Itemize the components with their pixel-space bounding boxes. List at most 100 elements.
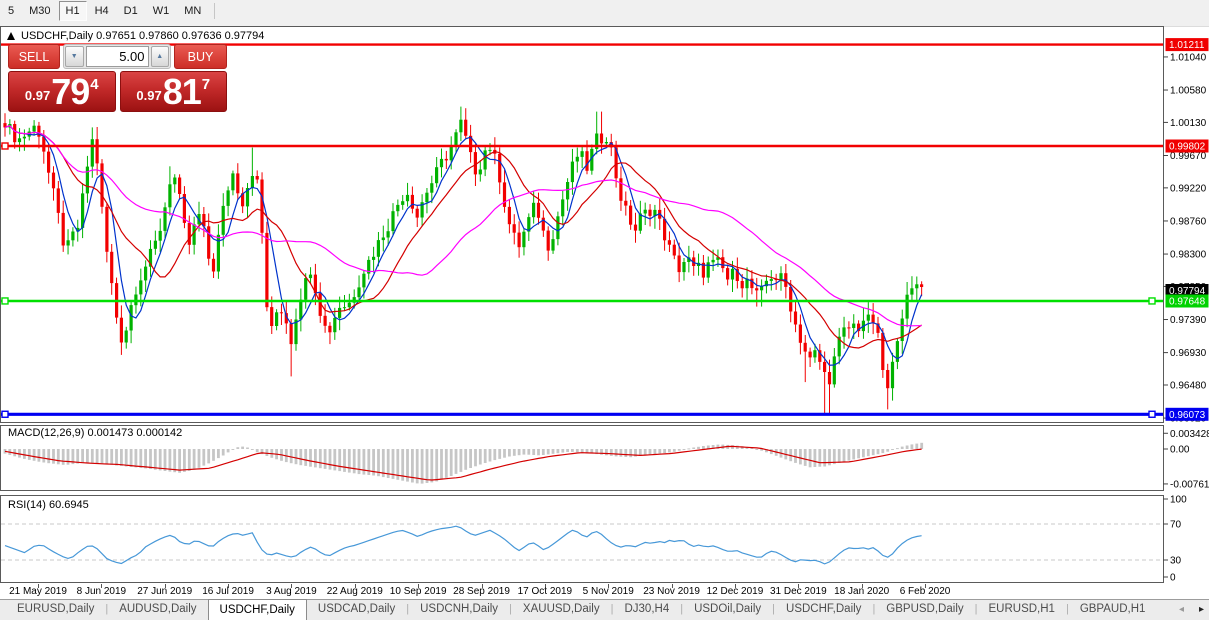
pane-border — [0, 425, 1164, 491]
timeframe-button-w1[interactable]: W1 — [146, 1, 177, 21]
rsi-line — [4, 525, 922, 565]
chart-tab-usdoil-daily[interactable]: USDOil,Daily — [694, 603, 762, 615]
pane-border — [0, 495, 1164, 583]
date-axis-label: 31 Dec 2019 — [769, 586, 827, 597]
timeframe-button-d1[interactable]: D1 — [117, 1, 145, 21]
timeframe-button-m30[interactable]: M30 — [22, 1, 57, 21]
volume-decrease-button[interactable]: ▼ — [65, 46, 84, 67]
chart-canvas[interactable]: MACD(12,26,9) 0.001473 0.000142 RSI(14) 6… — [0, 26, 1209, 583]
volume-increase-button[interactable]: ▲ — [150, 46, 169, 67]
price-badge-label: 0.97648 — [1169, 297, 1206, 308]
timeframe-button-5[interactable]: 5 — [1, 1, 21, 21]
timeframe-button-mn[interactable]: MN — [177, 1, 208, 21]
date-tick — [544, 584, 546, 588]
tab-separator: | — [872, 603, 876, 615]
date-axis-label: 23 Nov 2019 — [643, 586, 700, 597]
date-tick — [798, 584, 800, 588]
price-axis-label: 0.99220 — [1170, 183, 1207, 194]
pane-border — [0, 26, 1164, 423]
tab-separator: | — [772, 603, 776, 615]
macd-axis-label: -0.007615 — [1170, 479, 1209, 490]
candles — [3, 106, 924, 415]
date-axis-label: 6 Feb 2020 — [899, 586, 951, 597]
chart-tab-gbpusd-daily[interactable]: GBPUSD,Daily — [886, 603, 964, 615]
timeframe-button-h4[interactable]: H4 — [88, 1, 116, 21]
volume-input[interactable] — [85, 46, 149, 67]
price-badge-label: 0.99802 — [1169, 142, 1206, 153]
macd-signal-line — [4, 445, 922, 481]
price-axis-label: 0.97390 — [1170, 315, 1207, 326]
date-axis-label: 10 Sep 2019 — [389, 586, 447, 597]
date-axis: 21 May 2019 8 Jun 2019 27 Jun 2019 16 Jul 2… — [0, 584, 1209, 599]
chart-title: USDCHF,Daily 0.97651 0.97860 0.97636 0.9… — [6, 30, 264, 42]
chart-tab-usdchf-daily[interactable]: USDCHF,Daily — [786, 603, 862, 615]
sell-button[interactable]: SELL — [8, 44, 60, 69]
line-handle[interactable] — [1148, 297, 1156, 305]
chart-symbol-icon — [7, 32, 15, 40]
chevron-down-icon: ▼ — [70, 53, 78, 60]
price-badge-label: 1.01211 — [1169, 40, 1205, 51]
price-badge-0.97648 — [1165, 294, 1209, 308]
chart-title-text: USDCHF,Daily 0.97651 0.97860 0.97636 0.9… — [21, 30, 265, 42]
date-axis-label: 21 May 2019 — [9, 586, 67, 597]
tab-separator: | — [680, 603, 684, 615]
date-tick — [925, 584, 927, 588]
tab-scroll-right-icon[interactable]: ▸ — [1198, 604, 1204, 615]
date-tick — [481, 584, 483, 588]
price-badge-0.99802 — [1165, 139, 1209, 153]
rsi-axis-label: 0 — [1170, 573, 1176, 584]
chart-tab-usdcnh-daily[interactable]: USDCNH,Daily — [420, 603, 499, 615]
line-handle[interactable] — [1148, 410, 1156, 418]
chart-tab-dj30-h4[interactable]: DJ30,H4 — [624, 603, 670, 615]
date-axis-label: 8 Jun 2019 — [76, 586, 127, 597]
line-handle[interactable] — [1, 142, 9, 150]
chart-tab-eurusd-h1[interactable]: EURUSD,H1 — [988, 603, 1055, 615]
price-badge-1.01211 — [1165, 38, 1209, 52]
macd-axis-label: 0.00 — [1170, 445, 1190, 456]
buy-button[interactable]: BUY — [174, 44, 227, 69]
chart-tab-gbpaud-h1[interactable]: GBPAUD,H1 — [1079, 603, 1146, 615]
chart-tab-audusd-daily[interactable]: AUDUSD,Daily — [119, 603, 197, 615]
ask-price-sup: 7 — [201, 76, 211, 93]
bid-price-sup: 4 — [90, 76, 99, 93]
price-axis-label: 1.00580 — [1170, 86, 1207, 97]
macd-label: MACD(12,26,9) 0.001473 0.000142 — [8, 427, 182, 439]
tab-scroll-left-icon[interactable]: ◂ — [1178, 604, 1184, 615]
date-tick — [861, 584, 863, 588]
bid-price-tile[interactable]: 0.97 79 4 — [8, 71, 116, 112]
toolbar-separator — [214, 3, 216, 19]
tab-separator: | — [406, 603, 410, 615]
tab-separator: | — [974, 603, 978, 615]
bid-price-prefix: 0.97 — [24, 88, 51, 103]
date-axis-label: 17 Oct 2019 — [517, 586, 573, 597]
price-axis-label: 0.98760 — [1170, 217, 1207, 228]
date-axis-label: 28 Sep 2019 — [453, 586, 510, 597]
line-handle[interactable] — [1, 297, 9, 305]
date-axis-label: 27 Jun 2019 — [137, 586, 193, 597]
price-axis-label: 0.98300 — [1170, 250, 1207, 261]
date-tick — [164, 584, 166, 588]
date-tick — [608, 584, 610, 588]
ma-line-5 — [4, 124, 923, 366]
ma-line-34 — [4, 124, 922, 327]
date-tick — [671, 584, 673, 588]
date-axis-label: 3 Aug 2019 — [266, 586, 317, 597]
price-axis-label: 1.01040 — [1170, 52, 1207, 63]
rsi-axis-label: 70 — [1170, 520, 1182, 531]
tab-separator: | — [610, 603, 614, 615]
date-axis-label: 18 Jan 2020 — [834, 586, 890, 597]
timeframe-button-h1[interactable]: H1 — [58, 1, 87, 21]
chart-tab-usdchf-daily[interactable]: USDCHF,Daily — [207, 599, 307, 620]
price-axis-label: 0.96930 — [1170, 348, 1207, 359]
line-handle[interactable] — [1, 410, 9, 418]
chart-tab-eurusd-daily[interactable]: EURUSD,Daily — [17, 603, 95, 615]
timeframe-toolbar: 5 M30 H1 H4 D1 W1 MN — [0, 0, 1209, 27]
ma-line-13 — [4, 124, 922, 349]
price-badge-0.96073 — [1165, 407, 1209, 421]
ask-price-big: 81 — [162, 70, 202, 112]
rsi-label: RSI(14) 60.6945 — [8, 499, 89, 511]
chart-tab-usdcad-daily[interactable]: USDCAD,Daily — [317, 603, 396, 615]
chart-tab-xauusd-daily[interactable]: XAUUSD,Daily — [522, 603, 600, 615]
ask-price-tile[interactable]: 0.97 81 7 — [119, 70, 227, 112]
